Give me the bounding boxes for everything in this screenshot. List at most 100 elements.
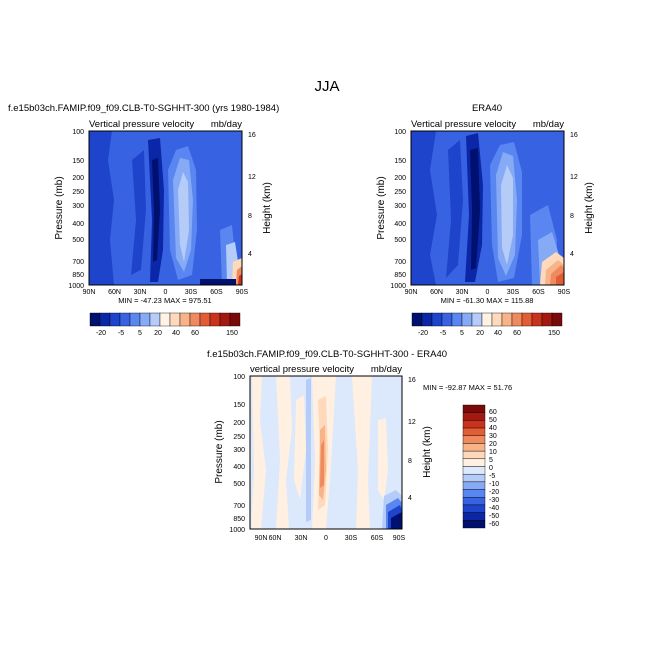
x-tick-label: 30S [507, 289, 520, 296]
colorbar-box [462, 450, 486, 460]
colorbar-box [159, 312, 171, 327]
y-tick-label: 250 [233, 434, 245, 441]
colorbar-labels: 60 50 40 30 20 10 5 0 -5 -10 -20 -30 -40… [489, 409, 499, 528]
y-axis-right: 16 12 8 4 Height (km) [248, 132, 273, 258]
colorbar-label: -20 [489, 489, 499, 496]
panel-subtitle-left: vertical pressure velocity [250, 364, 354, 375]
plot-frame [249, 375, 403, 530]
colorbar-label: 0 [489, 465, 493, 472]
y-tick-label: 250 [394, 189, 406, 196]
y-tick-label: 700 [72, 259, 84, 266]
plot-frame [410, 130, 565, 286]
height-tick-label: 16 [248, 132, 256, 139]
y-axis-left: 100 150 200 250 300 400 500 700 850 1000… [214, 374, 245, 534]
colorbar-label: 40 [489, 425, 497, 432]
colorbar-label: -30 [489, 497, 499, 504]
y-tick-label: 1000 [68, 283, 84, 290]
panel-era40: ERA40 Vertical pressure velocity mb/day … [376, 103, 595, 337]
colorbar-label: 150 [548, 330, 560, 337]
colorbar-label: 150 [226, 330, 238, 337]
colorbar-box [462, 412, 486, 421]
colorbar-label: 50 [489, 417, 497, 424]
colorbar-label: -10 [489, 481, 499, 488]
panel-subtitle-left: Vertical pressure velocity [411, 119, 516, 130]
colorbar-box [99, 312, 111, 327]
colorbar-box [461, 312, 473, 327]
y-axis-label-right: Height (km) [262, 182, 273, 234]
colorbar-label: 20 [476, 330, 484, 337]
colorbar-label: -40 [489, 505, 499, 512]
height-tick-label: 8 [408, 458, 412, 465]
contour-fill [306, 378, 311, 522]
colorbar-label: 40 [172, 330, 180, 337]
heatmap-field [250, 376, 402, 529]
y-axis-right: 16 12 8 4 Height (km) [408, 377, 433, 502]
contour-fill [391, 512, 402, 529]
height-tick-label: 4 [570, 251, 574, 258]
panel-subtitle-right: mb/day [211, 119, 242, 130]
colorbar-box [119, 312, 131, 327]
colorbar-label: 30 [489, 433, 497, 440]
min-max-readout: MIN = -47.23 MAX = 975.51 [118, 296, 211, 305]
height-tick-label: 12 [570, 174, 578, 181]
x-tick-label: 60S [210, 289, 223, 296]
x-axis: 90N 60N 30N 0 30S 60S 90S [405, 289, 571, 296]
x-tick-label: 0 [486, 289, 490, 296]
x-tick-label: 30N [134, 289, 147, 296]
colorbar-box [179, 312, 191, 327]
y-tick-label: 500 [394, 237, 406, 244]
colorbar-box [462, 443, 486, 452]
colorbar-label: 5 [489, 457, 493, 464]
y-tick-label: 100 [72, 129, 84, 136]
y-tick-label: 850 [394, 272, 406, 279]
y-tick-label: 150 [72, 158, 84, 165]
y-tick-label: 850 [233, 516, 245, 523]
colorbar-label: -20 [96, 330, 106, 337]
colorbar-box [521, 312, 533, 327]
colorbar-box [149, 312, 161, 327]
colorbar-box [441, 312, 453, 327]
colorbar-label: 20 [489, 441, 497, 448]
x-tick-label: 30S [345, 535, 358, 542]
colorbar-label: -50 [489, 513, 499, 520]
contour-fill [251, 376, 266, 529]
y-axis-label: Pressure (mb) [54, 176, 65, 239]
colorbar-box [462, 435, 486, 444]
colorbar-box [169, 312, 181, 327]
x-tick-label: 60N [108, 289, 121, 296]
y-tick-label: 700 [233, 503, 245, 510]
colorbar-box [462, 520, 486, 529]
heatmap-field [89, 131, 242, 285]
x-tick-label: 30S [185, 289, 198, 296]
contour-fill [501, 165, 513, 265]
colorbar-box [431, 312, 443, 327]
colorbar-box [462, 466, 486, 475]
height-tick-label: 4 [408, 495, 412, 502]
colorbar-label: -5 [118, 330, 124, 337]
colorbar-label: 5 [138, 330, 142, 337]
x-tick-label: 30N [456, 289, 469, 296]
x-tick-label: 0 [164, 289, 168, 296]
x-tick-label: 90N [83, 289, 96, 296]
x-tick-label: 90S [393, 535, 406, 542]
colorbar-box [462, 427, 486, 436]
x-tick-label: 90S [236, 289, 249, 296]
y-tick-label: 400 [394, 221, 406, 228]
colorbar-label: 60 [191, 330, 199, 337]
x-tick-label: 0 [324, 535, 328, 542]
panel-header-right: ERA40 [472, 103, 502, 114]
height-tick-label: 4 [248, 251, 252, 258]
x-tick-label: 30N [295, 535, 308, 542]
colorbar-label: 5 [460, 330, 464, 337]
colorbar-box [229, 312, 241, 327]
y-tick-label: 850 [72, 272, 84, 279]
colorbar-labels: -20 -5 5 20 40 60 150 [418, 330, 560, 337]
colorbar-box [471, 312, 483, 327]
panel-difference: f.e15b03ch.FAMIP.f09_f09.CLB-T0-SGHHT-30… [207, 349, 512, 542]
colorbar-box [491, 312, 503, 327]
contour-fill [378, 418, 388, 500]
colorbar-box [219, 312, 231, 327]
y-axis-label: Pressure (mb) [376, 176, 387, 239]
y-tick-label: 1000 [229, 527, 245, 534]
colorbar-box [109, 312, 121, 327]
